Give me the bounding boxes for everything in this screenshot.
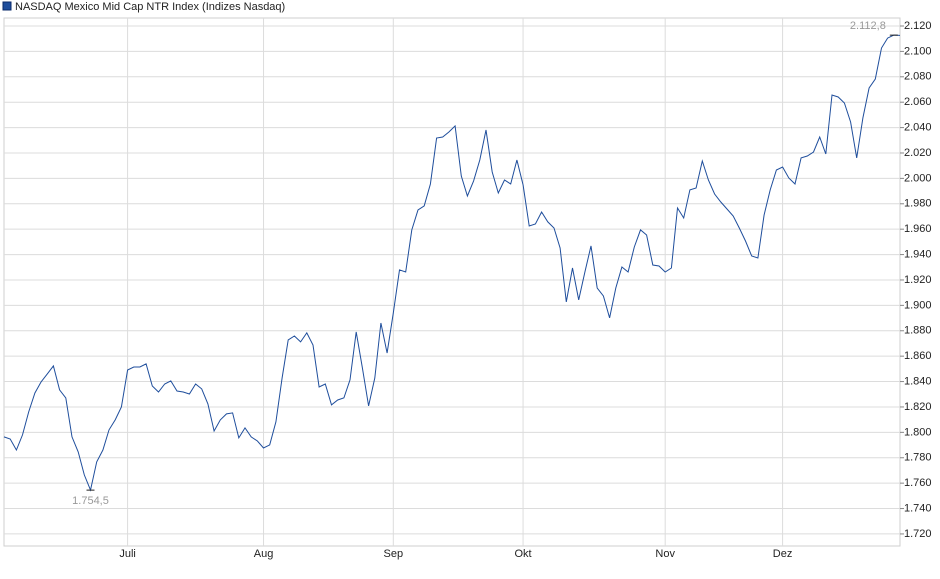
value-label: 1.754,5 <box>72 495 109 507</box>
legend-label: NASDAQ Mexico Mid Cap NTR Index (Indizes… <box>15 1 285 13</box>
y-tick-label: 1.840 <box>904 375 932 387</box>
y-tick-label: 1.760 <box>904 477 932 489</box>
y-tick-label: 1.960 <box>904 223 932 235</box>
y-tick-label: 1.820 <box>904 401 932 413</box>
y-tick-label: 2.020 <box>904 147 932 159</box>
y-tick-label: 2.040 <box>904 121 932 133</box>
y-tick-label: 1.780 <box>904 452 932 464</box>
line-series <box>3 34 901 492</box>
y-tick-label: 1.720 <box>904 528 932 540</box>
x-tick-label: Sep <box>384 548 404 560</box>
y-tick-label: 1.880 <box>904 325 932 337</box>
y-tick-label: 2.080 <box>904 71 932 83</box>
y-tick-label: 1.920 <box>904 274 932 286</box>
x-tick-label: Juli <box>119 548 136 560</box>
y-tick-label: 2.060 <box>904 96 932 108</box>
y-tick-label: 1.860 <box>904 350 932 362</box>
legend-swatch <box>2 1 12 11</box>
y-tick-label: 1.800 <box>904 426 932 438</box>
x-tick-label: Dez <box>773 548 793 560</box>
value-label: 2.112,8 <box>850 20 886 32</box>
y-tick-label: 1.740 <box>904 502 932 514</box>
x-tick-label: Nov <box>655 548 675 560</box>
x-tick-label: Okt <box>514 548 531 560</box>
y-tick-label: 1.900 <box>904 299 932 311</box>
y-tick-label: 2.000 <box>904 172 932 184</box>
y-tick-label: 1.940 <box>904 248 932 260</box>
x-tick-label: Aug <box>254 548 274 560</box>
plot-area <box>3 17 901 547</box>
y-tick-label: 2.100 <box>904 45 932 57</box>
y-tick-label: 1.980 <box>904 198 932 210</box>
y-tick-label: 2.120 <box>904 20 932 32</box>
